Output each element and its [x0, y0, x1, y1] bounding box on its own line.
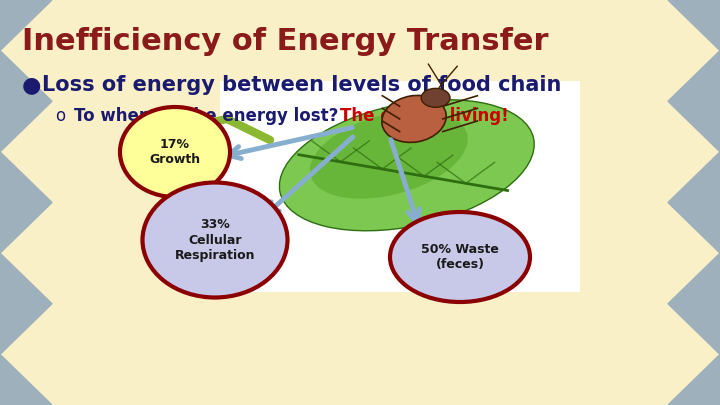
Text: To where is the energy lost?: To where is the energy lost?	[74, 107, 344, 125]
Polygon shape	[668, 0, 720, 405]
Text: o: o	[55, 107, 65, 125]
Ellipse shape	[382, 96, 446, 143]
Bar	[220, 81, 580, 292]
Text: Loss of energy between levels of food chain: Loss of energy between levels of food ch…	[42, 75, 562, 95]
Ellipse shape	[310, 111, 468, 199]
Text: ●: ●	[22, 75, 41, 95]
Text: The cost of living!: The cost of living!	[340, 107, 509, 125]
Ellipse shape	[390, 212, 530, 302]
Polygon shape	[0, 0, 52, 405]
Text: 17%
Growth: 17% Growth	[150, 138, 201, 166]
Text: Inefficiency of Energy Transfer: Inefficiency of Energy Transfer	[22, 27, 549, 56]
Text: 50% Waste
(feces): 50% Waste (feces)	[421, 243, 499, 271]
Ellipse shape	[120, 107, 230, 197]
Ellipse shape	[143, 183, 287, 298]
Text: 33%
Cellular
Respiration: 33% Cellular Respiration	[175, 219, 256, 262]
Ellipse shape	[421, 88, 450, 107]
Ellipse shape	[279, 100, 534, 231]
